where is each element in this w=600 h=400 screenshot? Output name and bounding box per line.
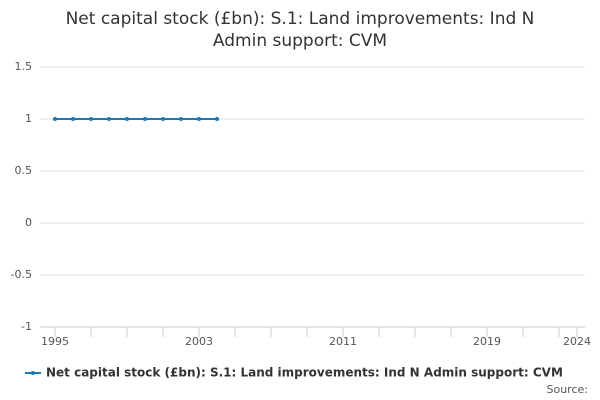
data-point <box>71 117 75 121</box>
x-tick-label: 2003 <box>185 335 213 348</box>
data-point <box>89 117 93 121</box>
y-tick-label: -1 <box>21 320 32 333</box>
data-point <box>197 117 201 121</box>
x-tick-label: 1995 <box>41 335 69 348</box>
y-tick-label: 1 <box>25 112 32 125</box>
y-tick-label: -0.5 <box>11 268 32 281</box>
y-tick-label: 0 <box>25 216 32 229</box>
data-point <box>107 117 111 121</box>
y-tick-label: 0.5 <box>15 164 33 177</box>
data-point <box>215 117 219 121</box>
chart-title: Net capital stock (£bn): S.1: Land impro… <box>66 9 535 29</box>
legend-swatch-dot <box>31 371 35 375</box>
source-note: Source: <box>547 383 589 396</box>
data-point <box>161 117 165 121</box>
x-tick-label: 2024 <box>563 335 591 348</box>
data-point <box>53 117 57 121</box>
x-tick-label: 2019 <box>473 335 501 348</box>
data-point <box>179 117 183 121</box>
chart-title: Admin support: CVM <box>213 31 387 51</box>
data-point <box>125 117 129 121</box>
data-point <box>143 117 147 121</box>
x-tick-label: 2011 <box>329 335 357 348</box>
legend-label: Net capital stock (£bn): S.1: Land impro… <box>46 366 563 380</box>
y-tick-label: 1.5 <box>15 60 33 73</box>
